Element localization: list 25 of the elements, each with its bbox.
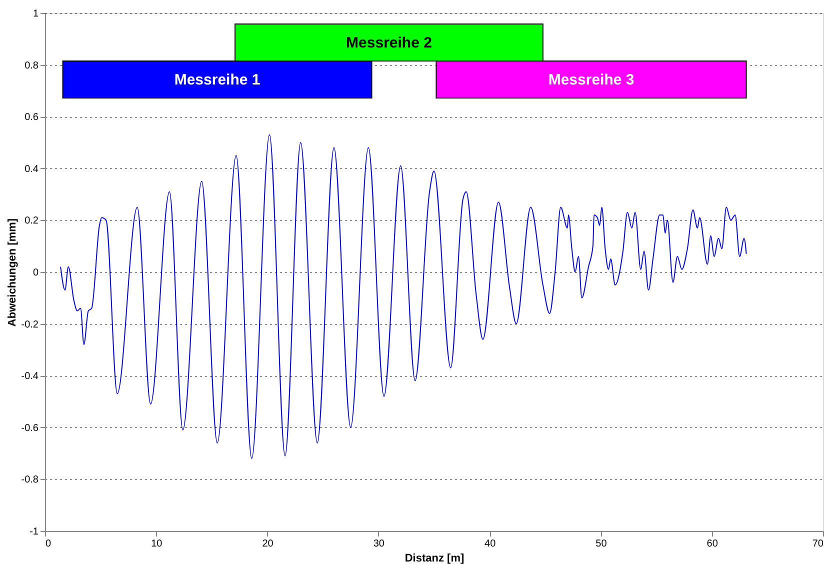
x-tick-label: 0 [46, 538, 52, 550]
x-tick-label: 40 [484, 538, 496, 550]
y-tick-label: 1 [32, 8, 39, 20]
x-tick-label: 10 [151, 538, 163, 550]
x-tick-label: 50 [596, 538, 608, 550]
y-tick-label: -0.4 [21, 371, 39, 382]
x-tick-label: 20 [262, 538, 274, 550]
y-tick-label: -0.2 [21, 319, 39, 330]
y-tick-label: 0.2 [24, 216, 39, 227]
y-tick-label: -0.6 [21, 422, 39, 434]
y-tick-label: 0 [32, 268, 39, 278]
y-tick-label: -1 [30, 526, 39, 538]
x-tick-label: 30 [373, 538, 385, 550]
band-label: Messreihe 2 [346, 34, 432, 52]
y-tick-label: 0.4 [24, 164, 39, 175]
y-tick-label: -0.8 [21, 474, 39, 486]
x-axis-title: Distanz [m] [404, 552, 464, 564]
line-series [60, 134, 747, 459]
x-tick-label: 60 [706, 538, 718, 550]
y-axis-title: Abweichungen [mm] [6, 218, 18, 327]
y-tick-label: 0.8 [24, 60, 39, 72]
band-label: Messreihe 3 [548, 72, 634, 88]
x-tick-label: 70 [812, 538, 824, 550]
band-label: Messreihe 1 [174, 72, 260, 88]
y-tick-label: 0.6 [24, 112, 39, 124]
